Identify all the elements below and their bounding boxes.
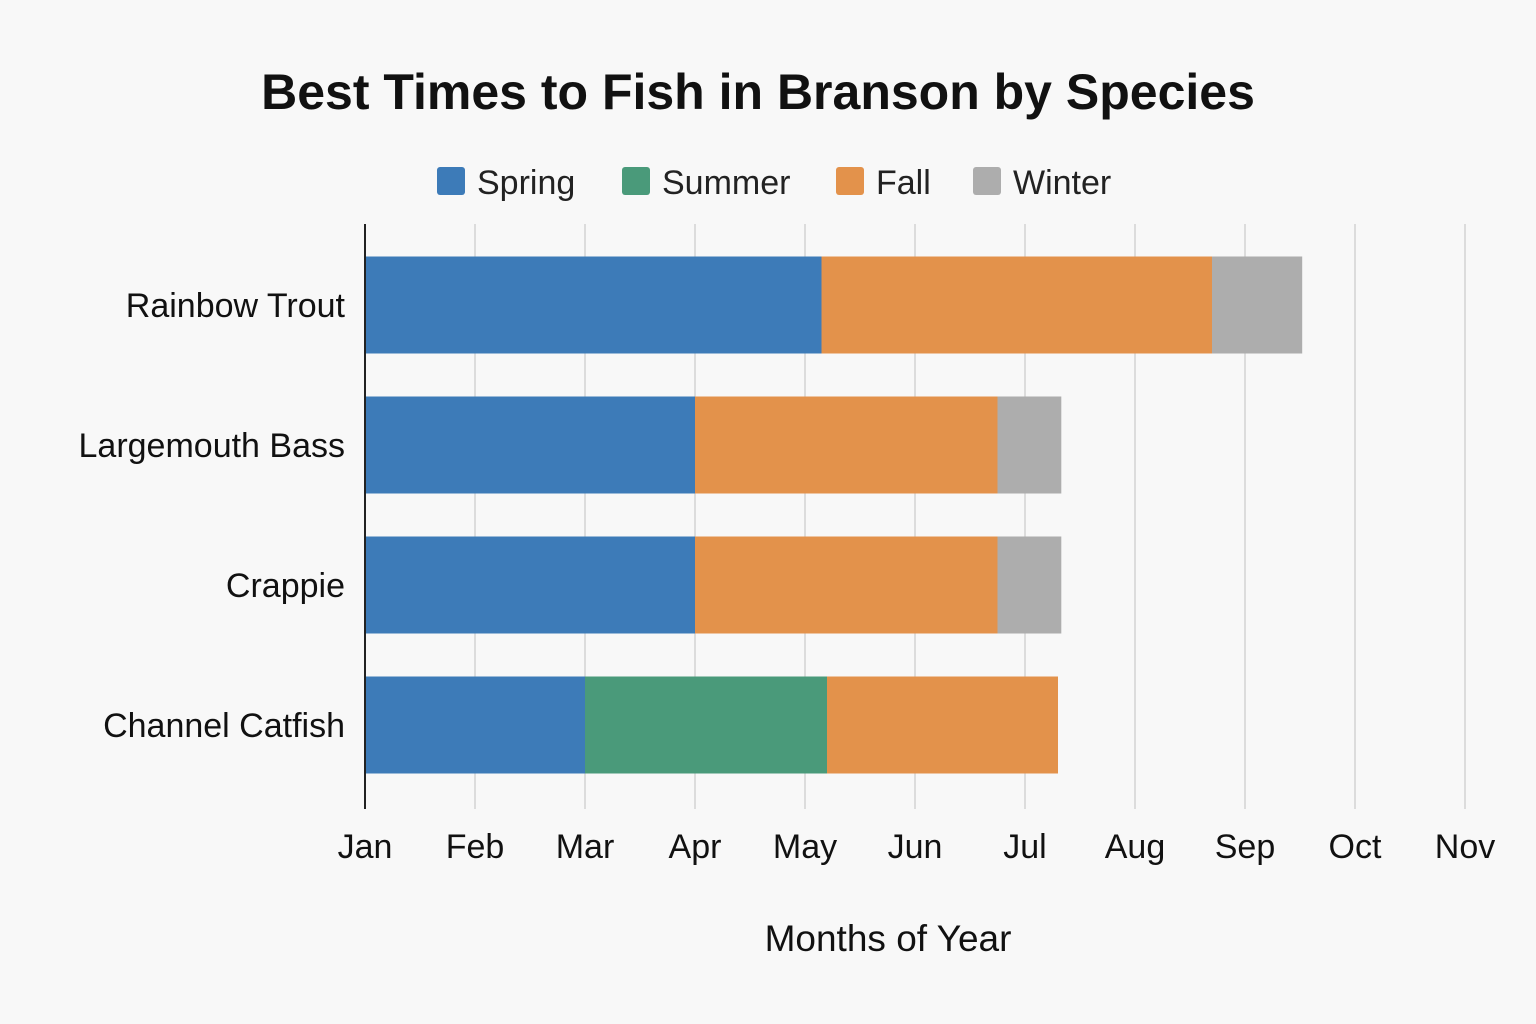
y-tick-label: Rainbow Trout: [126, 287, 346, 325]
legend-label-spring: Spring: [477, 164, 575, 202]
x-tick-label: Sep: [1215, 828, 1276, 866]
x-tick-labels: Jan Feb Mar Apr May Jun Jul Aug Sep Oct Nov: [338, 828, 1496, 866]
bar-segment-fall: [821, 256, 1212, 354]
bar-segment-fall: [827, 676, 1058, 774]
chart-title: Best Times to Fish in Branson by Species: [261, 64, 1255, 120]
legend-swatch-fall: [836, 167, 864, 195]
bar-segment-fall: [695, 396, 998, 494]
bars: [365, 256, 1303, 774]
bar-segment-winter: [1212, 256, 1303, 354]
bar-segment-summer: [585, 676, 827, 774]
bar-segment-spring: [365, 536, 695, 634]
x-tick-label: Aug: [1105, 828, 1166, 866]
x-axis-label: Months of Year: [765, 918, 1012, 959]
y-tick-label: Channel Catfish: [103, 707, 345, 745]
x-tick-label: May: [773, 828, 837, 866]
bar-segment-spring: [365, 256, 822, 354]
bar-segment-spring: [365, 396, 695, 494]
bar-segment-winter: [997, 536, 1062, 634]
legend: Spring Summer Fall Winter: [437, 164, 1111, 202]
y-tick-label: Crappie: [226, 567, 345, 605]
bar-segment-winter: [997, 396, 1062, 494]
y-tick-label: Largemouth Bass: [79, 427, 346, 465]
bar-segment-spring: [365, 676, 585, 774]
bar-segment-fall: [695, 536, 998, 634]
legend-swatch-winter: [973, 167, 1001, 195]
legend-swatch-spring: [437, 167, 465, 195]
y-tick-labels: Rainbow Trout Largemouth Bass Crappie Chann…: [79, 287, 346, 745]
x-tick-label: Jun: [888, 828, 943, 866]
x-tick-label: Nov: [1435, 828, 1495, 866]
legend-label-fall: Fall: [876, 164, 931, 202]
legend-label-summer: Summer: [662, 164, 790, 202]
x-tick-label: Mar: [556, 828, 615, 866]
legend-label-winter: Winter: [1013, 164, 1111, 202]
x-tick-label: Oct: [1329, 828, 1382, 866]
x-tick-label: Apr: [669, 828, 722, 866]
x-tick-label: Feb: [446, 828, 505, 866]
x-tick-label: Jul: [1003, 828, 1046, 866]
x-tick-label: Jan: [338, 828, 393, 866]
legend-swatch-summer: [622, 167, 650, 195]
